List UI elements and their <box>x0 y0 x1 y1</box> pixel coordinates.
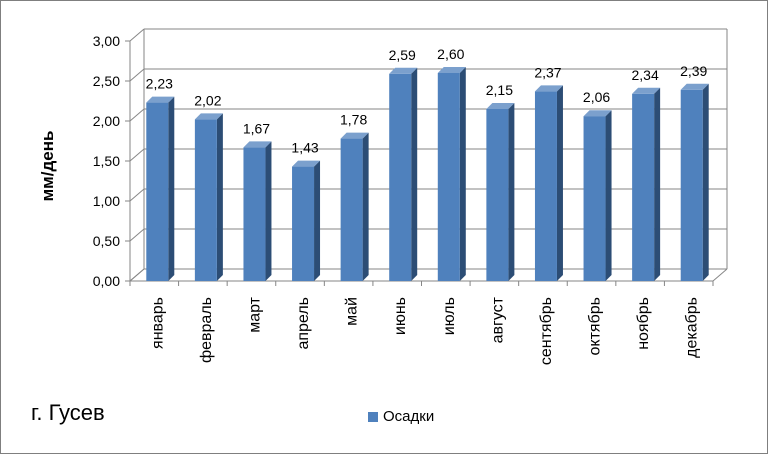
x-tick-label: сентябрь <box>538 297 555 365</box>
bar-side <box>702 83 709 281</box>
bar-side <box>216 113 223 282</box>
data-label: 2,39 <box>680 63 707 79</box>
bar <box>437 73 460 281</box>
bar-side <box>556 85 563 282</box>
data-label: 2,06 <box>583 89 610 105</box>
gridline-depth <box>129 228 145 242</box>
y-tick-label: 3,00 <box>93 33 120 49</box>
bar-side <box>411 67 418 281</box>
gridline-depth <box>129 108 145 122</box>
y-tick-label: 1,00 <box>93 193 120 209</box>
bar-side <box>605 110 612 281</box>
x-tick-label: декабрь <box>684 297 701 358</box>
data-label: 2,15 <box>486 82 513 98</box>
bar-top <box>340 132 369 139</box>
x-tick-label: июнь <box>392 297 409 335</box>
bar-top <box>292 160 321 167</box>
data-label: 1,43 <box>291 140 318 156</box>
y-axis-label: мм/день <box>38 130 57 202</box>
chart-caption: г. Гусев <box>31 400 105 425</box>
bar-side <box>265 141 272 281</box>
bar-top <box>680 83 709 90</box>
legend-label: Осадки <box>383 408 435 425</box>
legend: Осадки <box>368 408 434 425</box>
bar-top <box>243 141 272 148</box>
data-label: 2,37 <box>534 64 561 80</box>
bar <box>632 93 655 281</box>
data-label: 2,02 <box>194 92 221 108</box>
y-tick-label: 0,50 <box>93 233 120 249</box>
bar <box>534 91 557 282</box>
bar-top <box>486 103 515 109</box>
bar-side <box>459 67 466 281</box>
gridline-depth <box>129 68 145 82</box>
data-label: 1,78 <box>340 112 367 128</box>
data-label: 2,60 <box>437 46 464 62</box>
bar <box>486 109 509 281</box>
x-tick-label: апрель <box>295 297 312 350</box>
floor-right-edge <box>712 268 728 282</box>
bar-side <box>362 132 369 281</box>
x-tick-label: май <box>344 297 361 326</box>
x-tick-label: октябрь <box>587 297 604 355</box>
y-tick-label: 0,00 <box>93 273 120 289</box>
bar-top <box>194 113 223 120</box>
bar-top <box>146 96 175 103</box>
gridline-depth <box>129 268 145 282</box>
data-label: 1,67 <box>243 120 270 136</box>
bar <box>243 147 266 281</box>
bar-top <box>583 110 612 117</box>
x-tick-label: март <box>246 296 263 332</box>
bar-top <box>437 67 466 73</box>
bar <box>583 116 606 281</box>
x-tick-label: февраль <box>198 297 215 363</box>
x-tick-label: июль <box>441 297 458 335</box>
legend-swatch <box>368 411 378 422</box>
bar <box>292 166 315 281</box>
bar <box>340 138 363 281</box>
data-label: 2,59 <box>389 47 416 63</box>
bar-top <box>389 67 418 74</box>
bar <box>389 73 412 281</box>
bar <box>194 119 217 282</box>
bar-side <box>168 96 175 281</box>
data-label: 2,34 <box>632 67 659 83</box>
x-tick-label: январь <box>149 297 166 349</box>
bar <box>146 102 169 281</box>
bar-side <box>314 160 321 281</box>
bar-top <box>632 87 661 94</box>
bar-side <box>508 103 515 281</box>
x-tick-label: ноябрь <box>635 297 652 350</box>
y-tick-label: 1,50 <box>93 153 120 169</box>
gridline-depth <box>129 148 145 162</box>
bar-side <box>654 87 661 281</box>
data-label: 2,23 <box>146 76 173 92</box>
gridline-depth <box>129 188 145 202</box>
bar <box>680 89 703 281</box>
x-tick-label: август <box>489 296 506 343</box>
gridline-depth <box>129 28 145 42</box>
y-tick-label: 2,50 <box>93 73 120 89</box>
y-tick-label: 2,00 <box>93 113 120 129</box>
bar-top <box>534 85 563 92</box>
